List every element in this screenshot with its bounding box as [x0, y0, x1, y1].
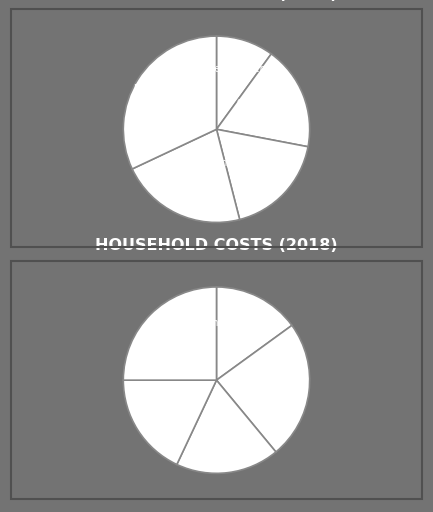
Wedge shape — [177, 380, 276, 473]
Text: schooling
18%: schooling 18% — [144, 400, 191, 422]
Text: schooling
22%: schooling 22% — [168, 171, 216, 193]
Wedge shape — [216, 36, 271, 129]
Text: rent or house
purchasing
32%: rent or house purchasing 32% — [134, 82, 201, 115]
Text: rent or house
purchasing
25%: rent or house purchasing 25% — [142, 323, 209, 356]
Wedge shape — [123, 36, 216, 169]
Text: grocery costs
18%: grocery costs 18% — [237, 97, 304, 119]
Text: grocery costs
24%: grocery costs 24% — [240, 377, 307, 398]
Text: household
bills
18%: household bills 18% — [198, 421, 249, 454]
Text: household bills
18%: household bills 18% — [221, 158, 296, 180]
Wedge shape — [216, 326, 310, 452]
Title: HOUSEHOLD COSTS (2018): HOUSEHOLD COSTS (2018) — [95, 238, 338, 253]
Wedge shape — [123, 287, 216, 380]
Wedge shape — [216, 287, 292, 380]
Wedge shape — [216, 54, 310, 147]
Wedge shape — [123, 380, 216, 464]
Wedge shape — [216, 129, 308, 220]
Text: entertainment
15%: entertainment 15% — [207, 318, 279, 339]
Wedge shape — [132, 129, 240, 222]
Text: entertainment
10%: entertainment 10% — [198, 63, 270, 85]
Title: HOUSEHOLD COSTS (2017): HOUSEHOLD COSTS (2017) — [95, 0, 338, 2]
